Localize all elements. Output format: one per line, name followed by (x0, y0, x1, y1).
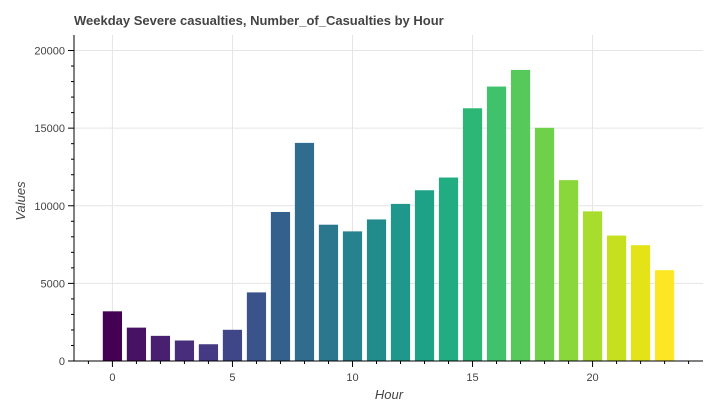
bar-hour-8 (294, 142, 315, 361)
y-tick-label: 10000 (34, 201, 65, 213)
y-tick-label: 20000 (34, 46, 65, 58)
y-tick-label: 15000 (34, 123, 65, 135)
y-tick-label: 0 (59, 356, 65, 368)
bar-hour-17 (510, 69, 531, 361)
bar-hour-20 (582, 211, 603, 361)
bar-hour-9 (318, 224, 339, 361)
bar-hour-15 (462, 108, 483, 361)
bar-hour-7 (270, 211, 291, 361)
y-tick-label: 5000 (41, 278, 65, 290)
x-tick-label: 5 (229, 372, 235, 384)
bar-hour-2 (150, 335, 171, 361)
bar-hour-0 (102, 311, 123, 361)
bar-hour-21 (606, 235, 627, 361)
bar-hour-12 (390, 203, 411, 361)
y-axis-title: Values (13, 181, 28, 221)
bar-hour-4 (198, 344, 219, 361)
x-tick-label: 15 (466, 372, 478, 384)
axes-group (73, 35, 703, 362)
bar-hour-11 (366, 219, 387, 361)
bar-hour-16 (486, 86, 507, 361)
bar-hour-10 (342, 231, 363, 361)
bar-hour-3 (174, 340, 195, 361)
bars-group (102, 69, 675, 361)
x-tick-label: 20 (586, 372, 598, 384)
bar-hour-1 (126, 327, 147, 361)
bar-hour-23 (654, 270, 675, 361)
bar-hour-14 (438, 177, 459, 361)
bar-hour-19 (558, 180, 579, 361)
x-tick-label: 0 (109, 372, 115, 384)
x-tick-label: 10 (346, 372, 358, 384)
bar-hour-22 (630, 245, 651, 361)
bar-hour-6 (246, 292, 267, 361)
bar-hour-13 (414, 190, 435, 361)
bar-hour-18 (534, 127, 555, 361)
x-axis-title: Hour (375, 387, 404, 402)
chart-title: Weekday Severe casualties, Number_of_Cas… (74, 13, 444, 28)
bar-hour-5 (222, 329, 243, 361)
ticks-group: 0 5 10 15 20 0 5000 10000 15000 20000 (34, 46, 690, 384)
